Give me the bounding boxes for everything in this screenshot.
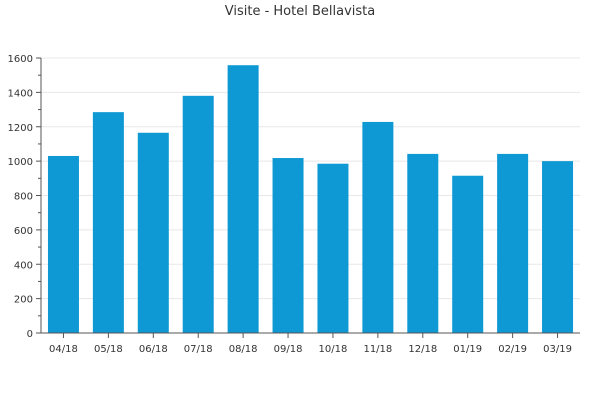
x-tick-label: 12/18 <box>408 344 437 355</box>
y-tick-label: 600 <box>14 226 33 237</box>
y-tick-label: 1600 <box>8 54 33 65</box>
bar-01-19 <box>452 175 484 333</box>
bars <box>47 65 574 333</box>
y-tick-label: 0 <box>27 329 33 340</box>
y-tick-label: 400 <box>14 260 33 271</box>
y-tick-label: 1200 <box>8 123 33 134</box>
y-tick-label: 1400 <box>8 88 33 99</box>
axes <box>36 57 580 338</box>
x-tick-label: 09/18 <box>274 344 303 355</box>
y-tick-label: 800 <box>14 192 33 203</box>
bar-09-18 <box>272 158 304 333</box>
bar-08-18 <box>227 65 259 333</box>
x-tick-label: 11/18 <box>363 344 392 355</box>
bar-12-18 <box>407 153 439 333</box>
x-tick-label: 07/18 <box>184 344 213 355</box>
bar-02-19 <box>497 153 529 333</box>
bar-05-18 <box>92 112 124 333</box>
tick-labels: 0 200 400 600 800 1000 1200 1400 1600 04/18 05/18 0… <box>8 54 572 355</box>
bar-07-18 <box>182 95 214 333</box>
x-tick-label: 08/18 <box>229 344 258 355</box>
bar-04-18 <box>47 155 79 333</box>
bar-03-19 <box>542 161 574 333</box>
y-tick-label: 200 <box>14 295 33 306</box>
grid-lines <box>41 57 580 300</box>
y-tick-label: 1000 <box>8 157 33 168</box>
x-tick-label: 05/18 <box>94 344 123 355</box>
x-tick-label: 06/18 <box>139 344 168 355</box>
x-tick-label: 04/18 <box>49 344 78 355</box>
bar-10-18 <box>317 163 349 333</box>
chart-title: Visite - Hotel Bellavista <box>224 4 376 19</box>
x-tick-label: 01/19 <box>453 344 482 355</box>
x-tick-label: 02/19 <box>498 344 527 355</box>
x-tick-label: 10/18 <box>319 344 348 355</box>
bar-11-18 <box>362 121 394 333</box>
bar-06-18 <box>137 132 169 333</box>
x-tick-label: 03/19 <box>543 344 572 355</box>
